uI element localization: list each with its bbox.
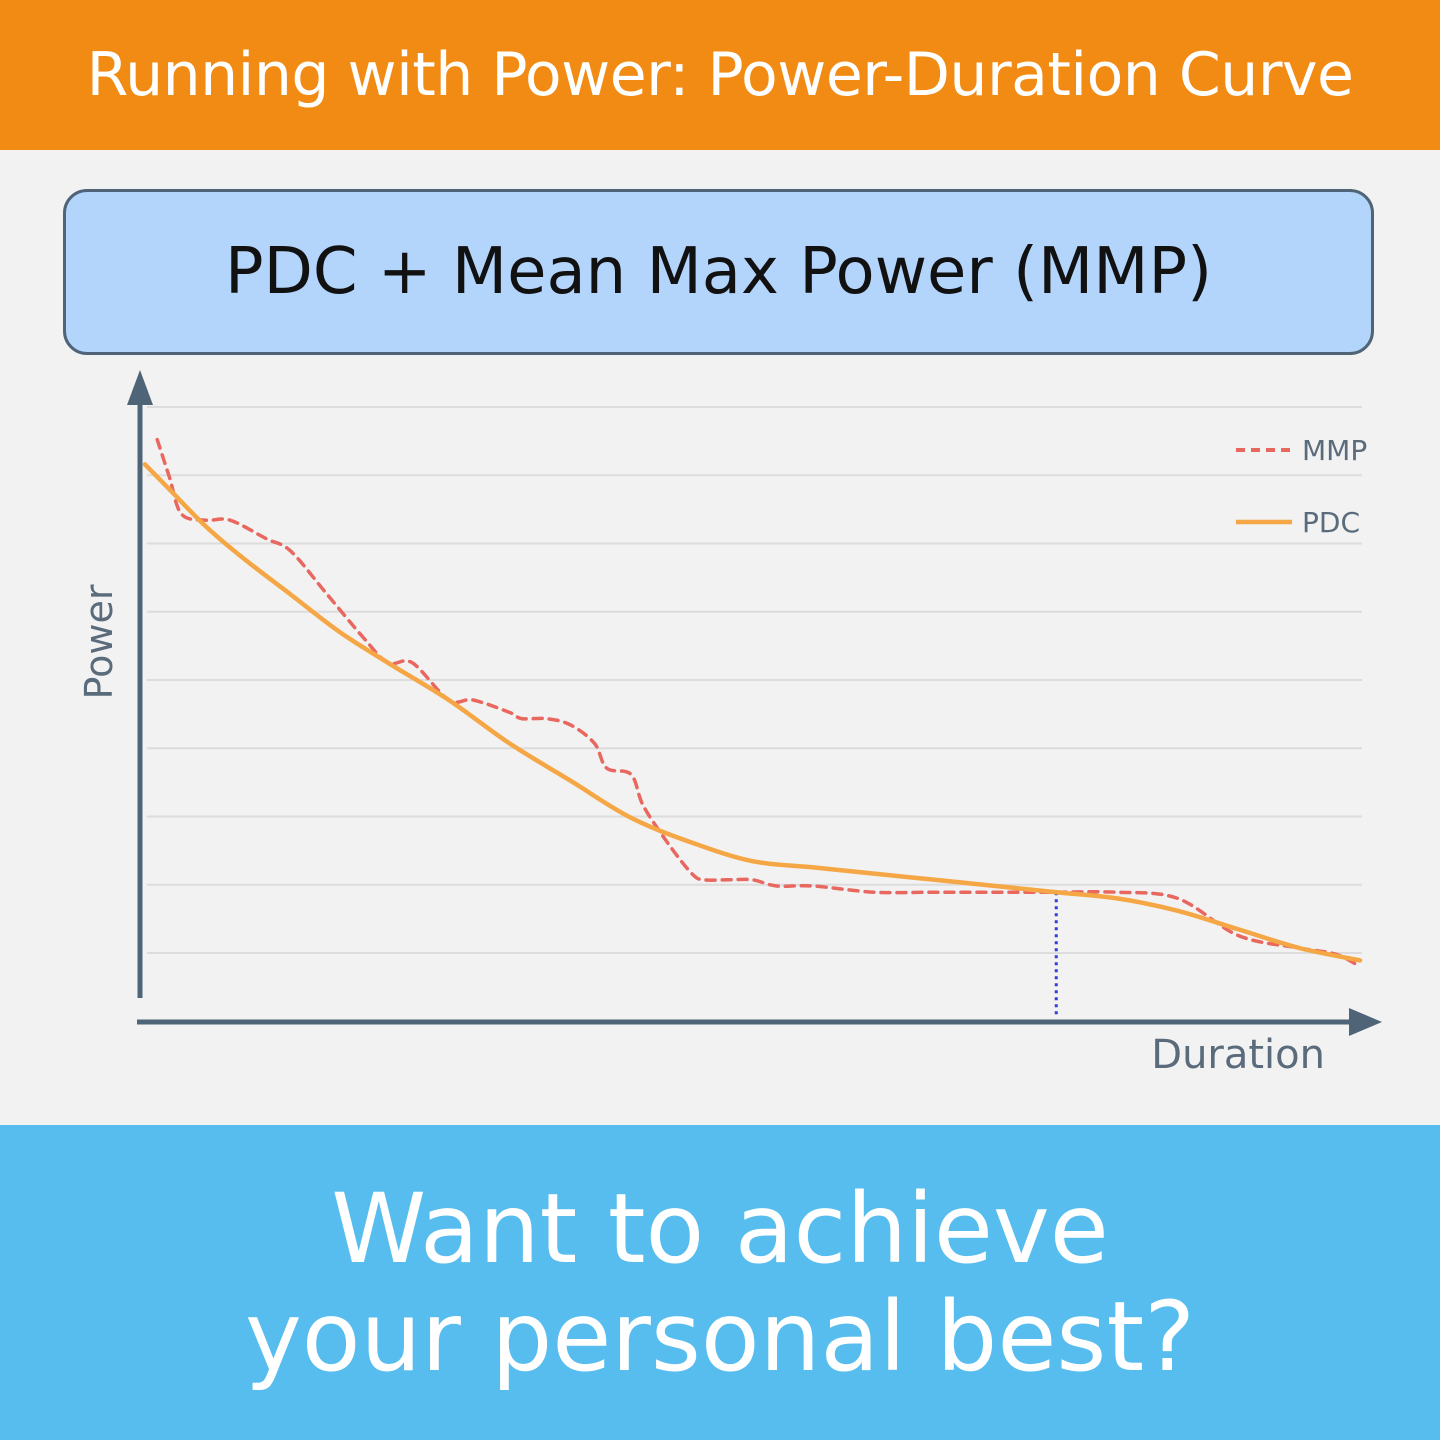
chart-panel: Power Duration MMP PDC PDC + Mean Max Po…: [0, 150, 1440, 1125]
y-axis-arrowhead: [127, 370, 153, 405]
legend-label-mmp: MMP: [1302, 434, 1367, 467]
series-lines: [142, 437, 1363, 969]
power-duration-chart: Power Duration MMP PDC: [77, 370, 1382, 1078]
axes: Power Duration: [77, 370, 1382, 1078]
chart-title-box: PDC + Mean Max Power (MMP): [63, 189, 1374, 355]
footer-line-1: Want to achieve: [331, 1172, 1109, 1285]
footer-banner: Want to achieve your personal best?: [0, 1125, 1440, 1440]
x-axis-label: Duration: [1151, 1032, 1325, 1078]
y-axis-label: Power: [77, 584, 121, 699]
gridlines: [147, 406, 1362, 954]
header-banner: Running with Power: Power-Duration Curve: [0, 0, 1440, 150]
series-line-mmp: [155, 437, 1362, 969]
series-line-pdc: [142, 462, 1363, 963]
footer-line-2: your personal best?: [244, 1280, 1196, 1393]
x-axis-arrowhead: [1349, 1008, 1382, 1036]
chart-title: PDC + Mean Max Power (MMP): [224, 235, 1213, 309]
header-title: Running with Power: Power-Duration Curve: [86, 40, 1354, 110]
legend: MMP PDC: [1236, 434, 1367, 539]
legend-label-pdc: PDC: [1302, 506, 1360, 539]
